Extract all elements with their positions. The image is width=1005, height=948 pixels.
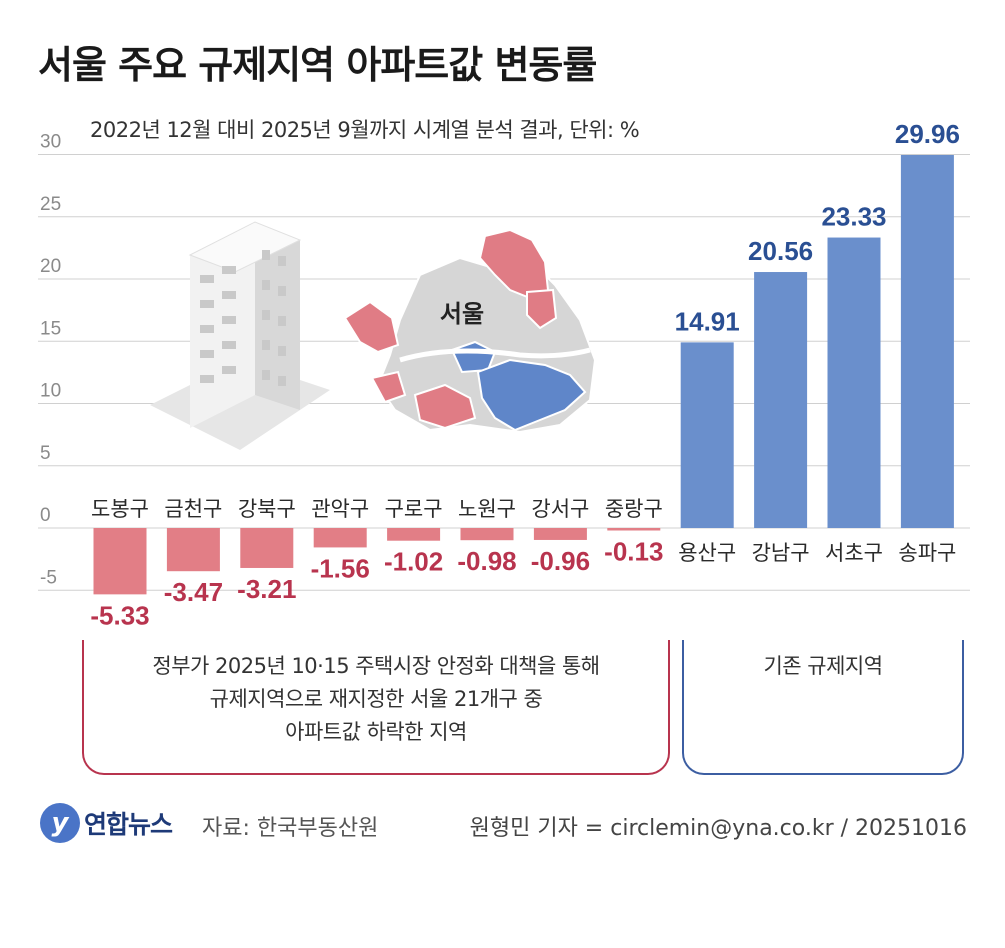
bar [827,237,881,528]
bar [240,528,294,568]
bars [93,154,954,595]
value-label: -3.47 [164,577,223,607]
chart-subtitle: 2022년 12월 대비 2025년 9월까지 시계열 분석 결과, 단위: % [90,118,640,142]
value-label: -0.13 [604,537,663,567]
category-label: 구로구 [385,497,443,521]
y-tick-label: 30 [40,132,61,153]
y-tick-label: 5 [40,443,51,464]
value-label: -5.33 [90,600,149,630]
decline-desc-line-2: 규제지역으로 재지정한 서울 21개구 중 [209,687,543,711]
y-tick-label: -5 [40,567,57,588]
category-label: 강서구 [531,497,589,521]
value-label: 29.96 [895,119,960,149]
y-tick-label: 25 [40,194,61,215]
value-label: -3.21 [237,574,296,604]
bar [387,528,441,541]
data-source: 자료: 한국부동산원 [202,816,379,841]
category-label: 노원구 [458,497,516,521]
category-label: 강북구 [238,497,296,521]
decline-group-description: 정부가 2025년 10·15 주택시장 안정화 대책을 통해 규제지역으로 재… [82,650,670,749]
value-label: -0.96 [531,546,590,576]
seoul-map: 서울 [343,228,597,434]
y-tick-label: 0 [40,505,51,526]
chart-title: 서울 주요 규제지역 아파트값 변동률 [38,43,597,87]
decline-group-bracket [82,640,670,775]
yonhap-logo: y 연합뉴스 [40,803,173,843]
value-label: -1.02 [384,547,443,577]
category-label: 금천구 [164,497,222,521]
bar [680,342,734,528]
existing-group-bracket [682,640,964,775]
bar [93,528,147,595]
category-label: 송파구 [898,541,956,565]
category-label: 도봉구 [91,497,149,521]
gridlines: 30 25 20 15 10 5 0 -5 [38,132,970,591]
existing-group-description: 기존 규제지역 [763,654,883,678]
bar [607,528,661,531]
value-label: -0.98 [457,546,516,576]
decline-desc-line-1: 정부가 2025년 10·15 주택시장 안정화 대책을 통해 [152,654,600,678]
y-tick-label: 15 [40,318,61,339]
bar [460,528,514,541]
category-label: 용산구 [678,541,736,565]
value-label: 23.33 [821,202,886,232]
category-label: 관악구 [311,497,369,521]
bar [533,528,587,540]
bar [313,528,367,548]
building-icon [150,221,330,450]
bar [754,272,808,528]
value-label: 14.91 [675,306,740,336]
map-label: 서울 [440,301,484,328]
decline-desc-line-3: 아파트값 하락한 지역 [285,720,467,744]
labels: 도봉구 -5.33 금천구 -3.47 강북구 -3.21 관악구 -1.56 구로구 -1.02… [90,119,960,630]
reporter-credit: 원형민 기자 = circlemin@yna.co.kr / 20251016 [469,816,967,841]
value-label: -1.56 [311,553,370,583]
category-label: 강남구 [752,541,810,565]
category-label: 서초구 [825,541,883,565]
bar [166,528,220,572]
category-label: 중랑구 [605,497,663,521]
y-tick-label: 10 [40,381,61,402]
yonhap-logo-mark: y [40,803,80,843]
yonhap-logo-text: 연합뉴스 [84,810,173,839]
illustration: 서울 [150,221,597,450]
value-label: 20.56 [748,236,813,266]
bar [900,154,954,529]
y-tick-label: 20 [40,256,61,277]
